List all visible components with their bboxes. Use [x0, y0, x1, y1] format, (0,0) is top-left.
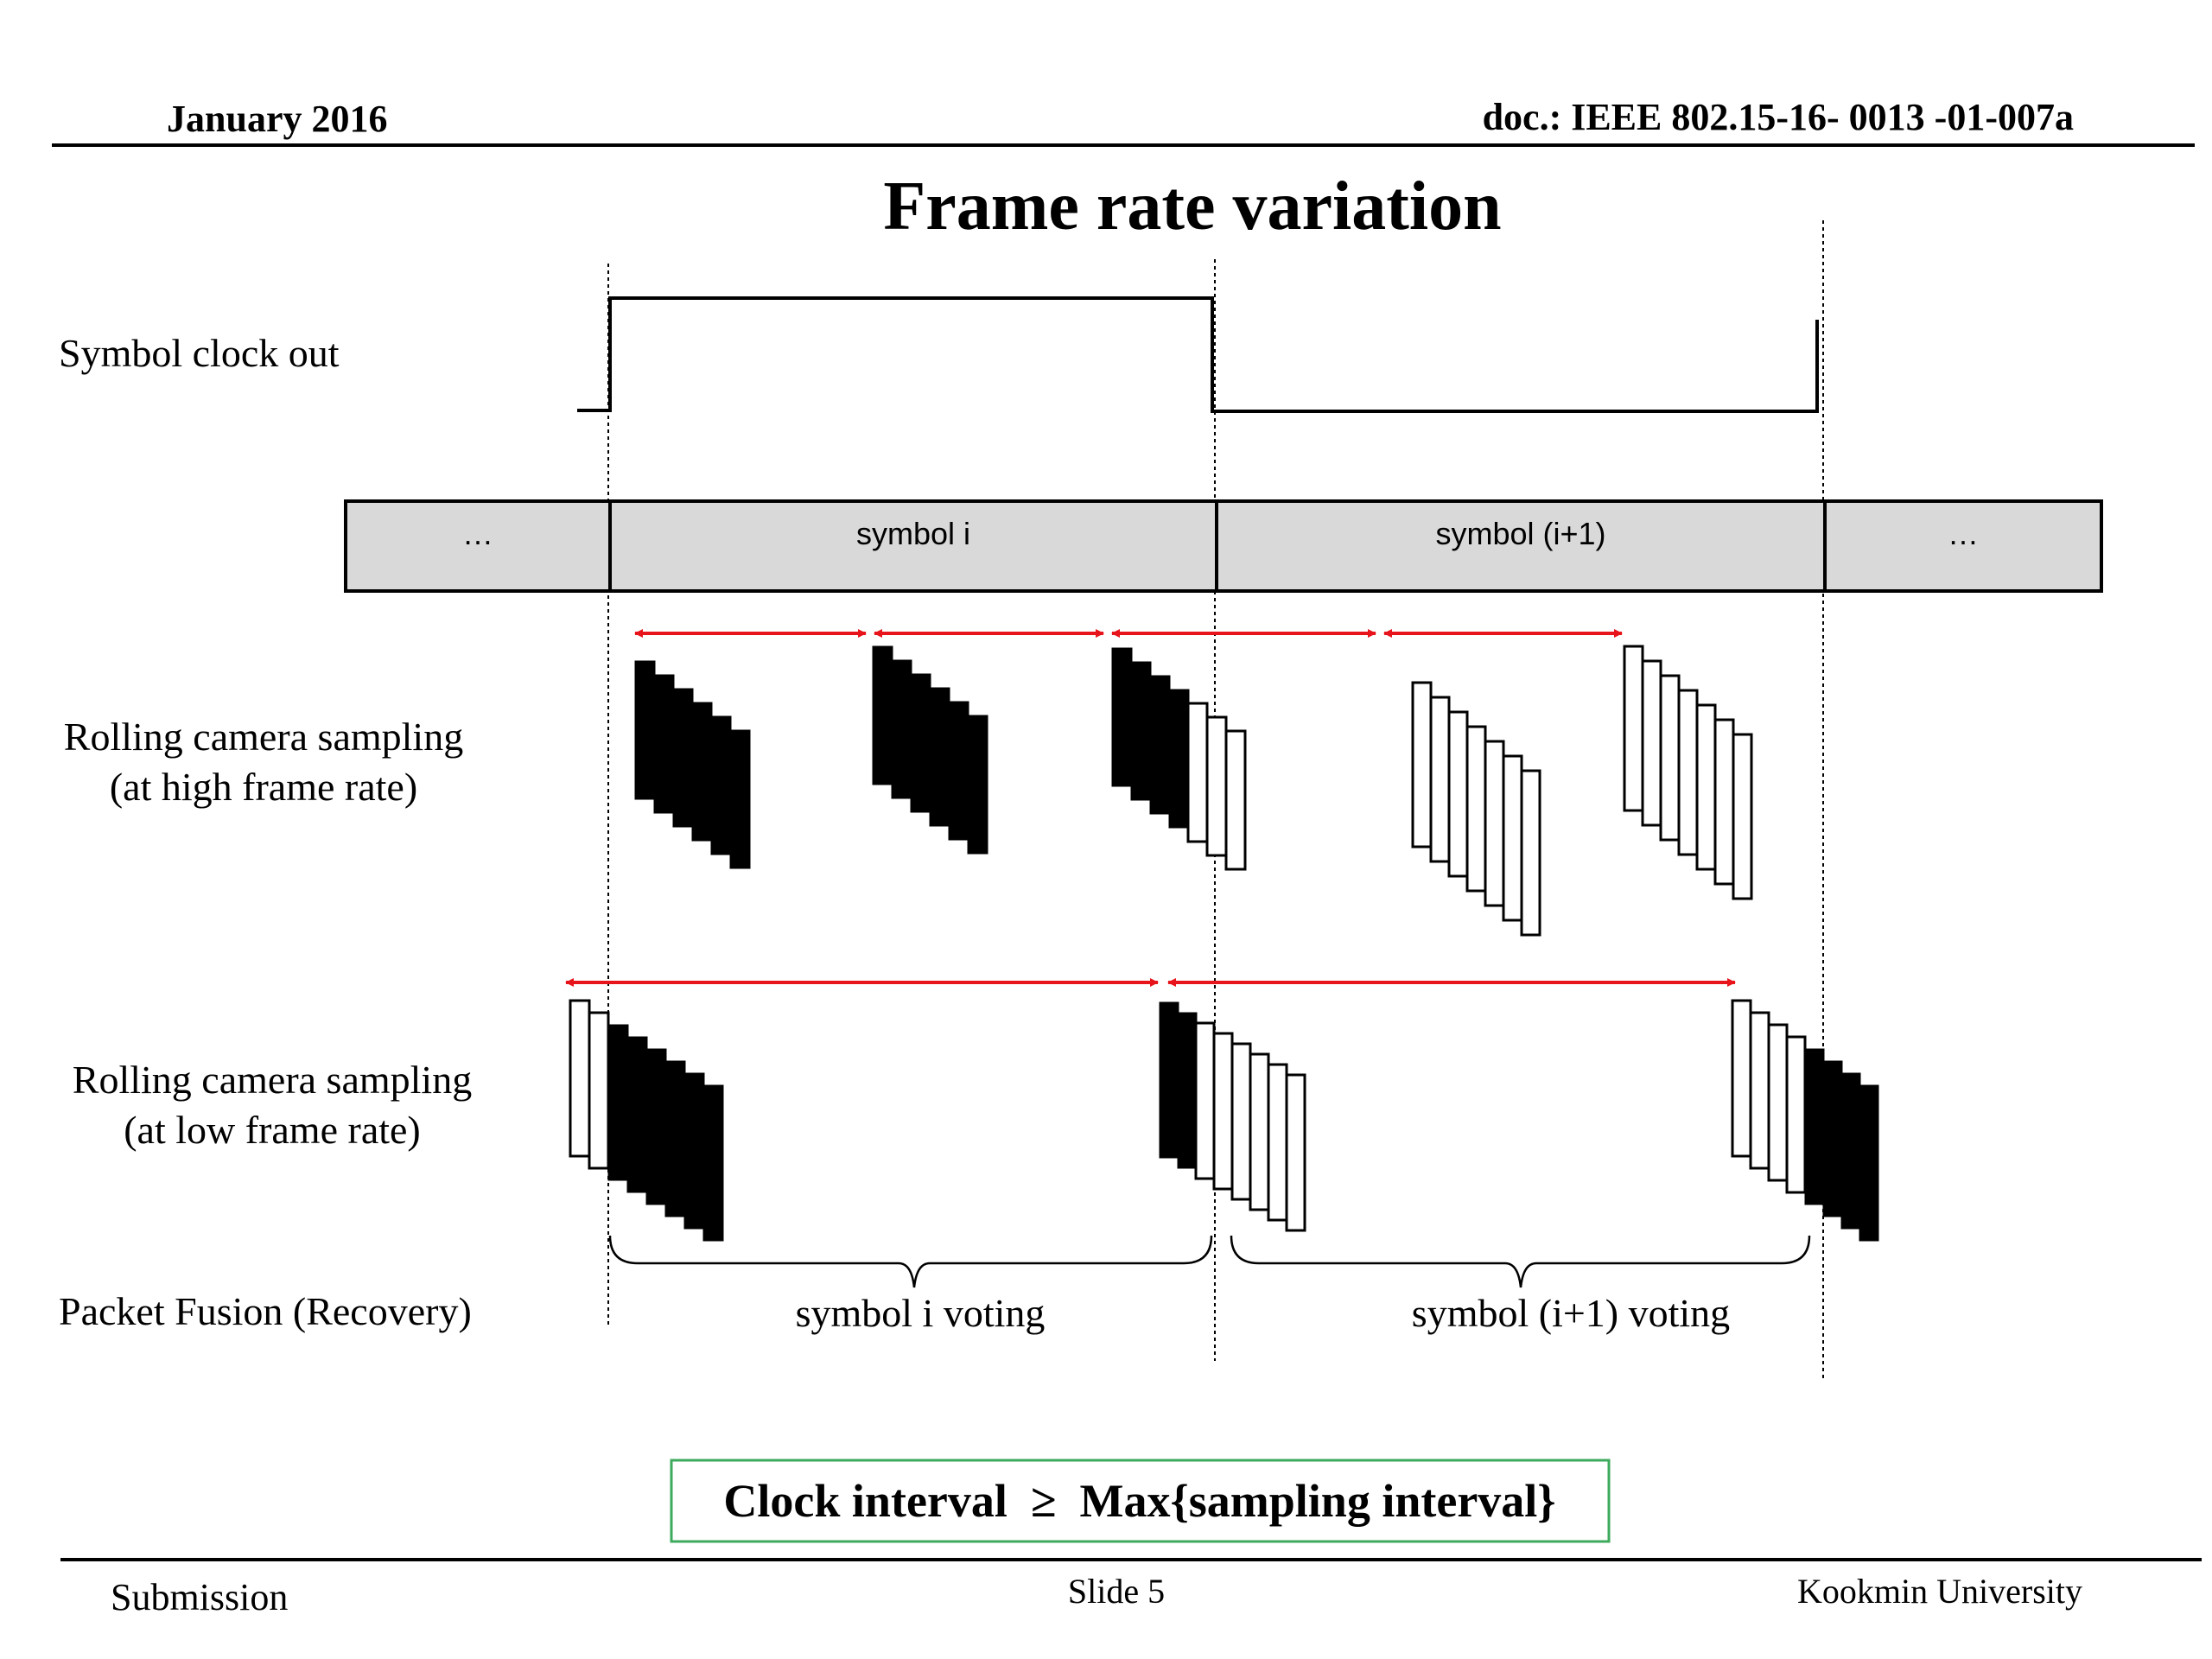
footer-submission: Submission	[111, 1576, 288, 1618]
row-label-high-1: Rolling camera sampling	[64, 715, 463, 759]
frame-strip-light	[1224, 729, 1247, 871]
frame-strip-dark	[672, 688, 694, 828]
frame-strip-dark	[1822, 1060, 1843, 1217]
frame-strip-dark	[702, 1084, 724, 1242]
header-doc-id: doc.: IEEE 802.15-16- 0013 -01-007a	[1483, 96, 2074, 138]
formula-text: Clock interval ≥ Max{sampling interval}	[723, 1475, 1555, 1527]
frame-strip-dark	[710, 715, 732, 855]
frame-strip-light	[588, 1011, 610, 1170]
clock-waveform	[577, 296, 1819, 413]
frame-strip-dark	[626, 1036, 648, 1193]
frame-strip-light	[1677, 689, 1699, 856]
frame-strip-light	[1520, 769, 1541, 937]
frame-strip-light	[1186, 702, 1209, 843]
frame-strip-dark	[872, 645, 893, 785]
row-label-high-2: (at high frame rate)	[110, 765, 417, 809]
footer-organization: Kookmin University	[1797, 1572, 2082, 1611]
frame-strip-dark	[929, 687, 950, 827]
frame-strip-dark	[691, 702, 713, 842]
frame-strip-light	[1732, 733, 1753, 900]
frame-strip-dark	[1840, 1072, 1861, 1230]
symbol-cell-label-i: symbol i	[856, 516, 970, 551]
frame-strip-dark	[1111, 647, 1133, 787]
frame-strip-light	[1484, 740, 1505, 907]
frame-strip-dark	[1804, 1048, 1825, 1205]
frame-strip-dark	[653, 674, 675, 814]
voting-brace-left	[608, 1235, 1213, 1288]
footer-slide-number: Slide 5	[1068, 1572, 1165, 1611]
frame-strip-light	[1713, 718, 1735, 886]
frame-strip-light	[569, 999, 591, 1158]
frame-strip-light	[1695, 703, 1717, 871]
symbol-cell-prev	[344, 499, 612, 593]
frame-strip-dark	[891, 659, 912, 799]
low-rate-frames	[569, 999, 1879, 1242]
frame-strip-dark	[729, 729, 751, 869]
frame-strip-dark	[967, 715, 988, 855]
frame-strip-dark	[1177, 1012, 1198, 1169]
frame-strip-light	[1502, 754, 1523, 922]
row-label-low-1: Rolling camera sampling	[73, 1058, 472, 1102]
symbol-cell-label-prev: …	[462, 516, 493, 551]
frame-strip-light	[1285, 1073, 1306, 1232]
frame-strip-dark	[1168, 689, 1190, 829]
frame-strip-light	[1785, 1035, 1807, 1194]
frame-strip-light	[1429, 696, 1451, 863]
voting-label-left: symbol i voting	[796, 1291, 1046, 1335]
frame-strip-light	[1194, 1021, 1216, 1180]
frame-strip-light	[1267, 1063, 1288, 1222]
symbol-cell-i	[608, 499, 1218, 593]
frame-strip-dark	[634, 660, 656, 800]
high-rate-frames	[634, 645, 1753, 937]
frame-strip-dark	[1130, 661, 1152, 801]
voting-brace-right	[1230, 1235, 1811, 1288]
page-title: Frame rate variation	[883, 168, 1501, 245]
frame-strip-light	[1767, 1023, 1789, 1182]
frame-strip-light	[1230, 1042, 1252, 1201]
row-label-low-2: (at low frame rate)	[124, 1108, 421, 1152]
symbol-bar: … symbol i symbol (i+1) …	[344, 499, 2103, 593]
row-label-clock: Symbol clock out	[59, 331, 340, 375]
frame-strip-light	[1465, 725, 1487, 893]
header-date: January 2016	[167, 98, 387, 140]
frame-strip-light	[1749, 1011, 1770, 1170]
frame-strip-light	[1623, 645, 1644, 812]
frame-strip-dark	[1149, 675, 1171, 815]
symbol-cell-label-next: …	[1948, 516, 1979, 551]
frame-strip-dark	[1159, 1001, 1179, 1159]
frame-strip-dark	[948, 701, 969, 841]
frame-strip-light	[1205, 715, 1228, 857]
frame-strip-dark	[607, 1024, 629, 1181]
symbol-cell-next	[1823, 499, 2103, 593]
frame-strip-light	[1447, 710, 1469, 878]
frame-strip-light	[1249, 1052, 1270, 1211]
frame-strip-dark	[1859, 1084, 1879, 1242]
frame-strip-light	[1659, 674, 1681, 842]
frame-strip-light	[1641, 659, 1662, 827]
frame-strip-dark	[683, 1072, 705, 1230]
frame-strip-dark	[645, 1048, 667, 1205]
voting-label-right: symbol (i+1) voting	[1412, 1291, 1730, 1335]
symbol-cell-label-i-plus-1: symbol (i+1)	[1435, 516, 1605, 551]
frame-strip-dark	[910, 673, 931, 813]
frame-strip-light	[1212, 1032, 1234, 1191]
frame-strip-light	[1411, 681, 1433, 849]
formula-box	[670, 1459, 1611, 1543]
row-label-fusion: Packet Fusion (Recovery)	[59, 1289, 472, 1333]
frame-strip-light	[1731, 999, 1752, 1158]
frame-strip-dark	[664, 1060, 686, 1217]
